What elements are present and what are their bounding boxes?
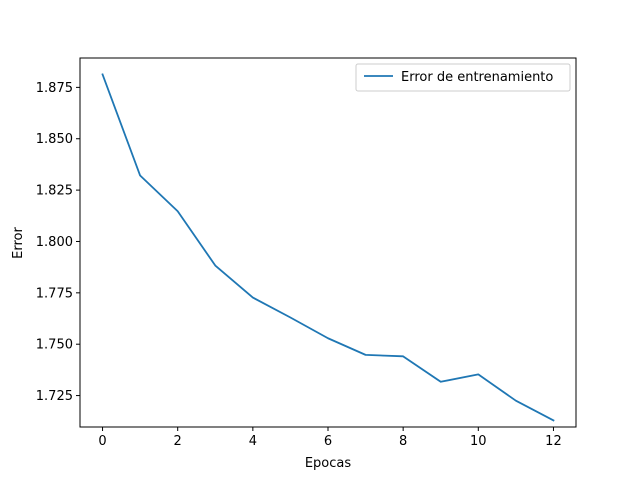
x-tick-label: 0 bbox=[98, 434, 106, 449]
x-tick-label: 4 bbox=[249, 434, 257, 449]
y-tick-label: 1.875 bbox=[36, 81, 73, 96]
x-tick-label: 12 bbox=[545, 434, 562, 449]
legend-label: Error de entrenamiento bbox=[401, 70, 553, 85]
x-tick-label: 2 bbox=[174, 434, 182, 449]
axes-frame bbox=[79, 57, 577, 428]
axis-ticks: 0 2 4 6 8 10 12 1.725 1.750 1.775 1.800 1.825 1.850 1… bbox=[36, 81, 562, 449]
y-axis-label: Error bbox=[11, 227, 26, 259]
x-tick-label: 10 bbox=[470, 434, 487, 449]
legend: Error de entrenamiento bbox=[355, 63, 571, 92]
y-tick-label: 1.850 bbox=[36, 132, 73, 147]
y-tick-label: 1.725 bbox=[36, 389, 73, 404]
y-tick-label: 1.825 bbox=[36, 184, 73, 199]
x-tick-label: 6 bbox=[324, 434, 332, 449]
y-tick-label: 1.775 bbox=[36, 286, 73, 301]
series-line bbox=[101, 73, 555, 422]
y-tick-label: 1.750 bbox=[36, 338, 73, 353]
x-axis-label: Epocas bbox=[305, 456, 352, 471]
plot-area bbox=[101, 73, 555, 422]
legend-box bbox=[355, 63, 571, 92]
y-tick-label: 1.800 bbox=[36, 235, 73, 250]
x-tick-label: 8 bbox=[399, 434, 407, 449]
